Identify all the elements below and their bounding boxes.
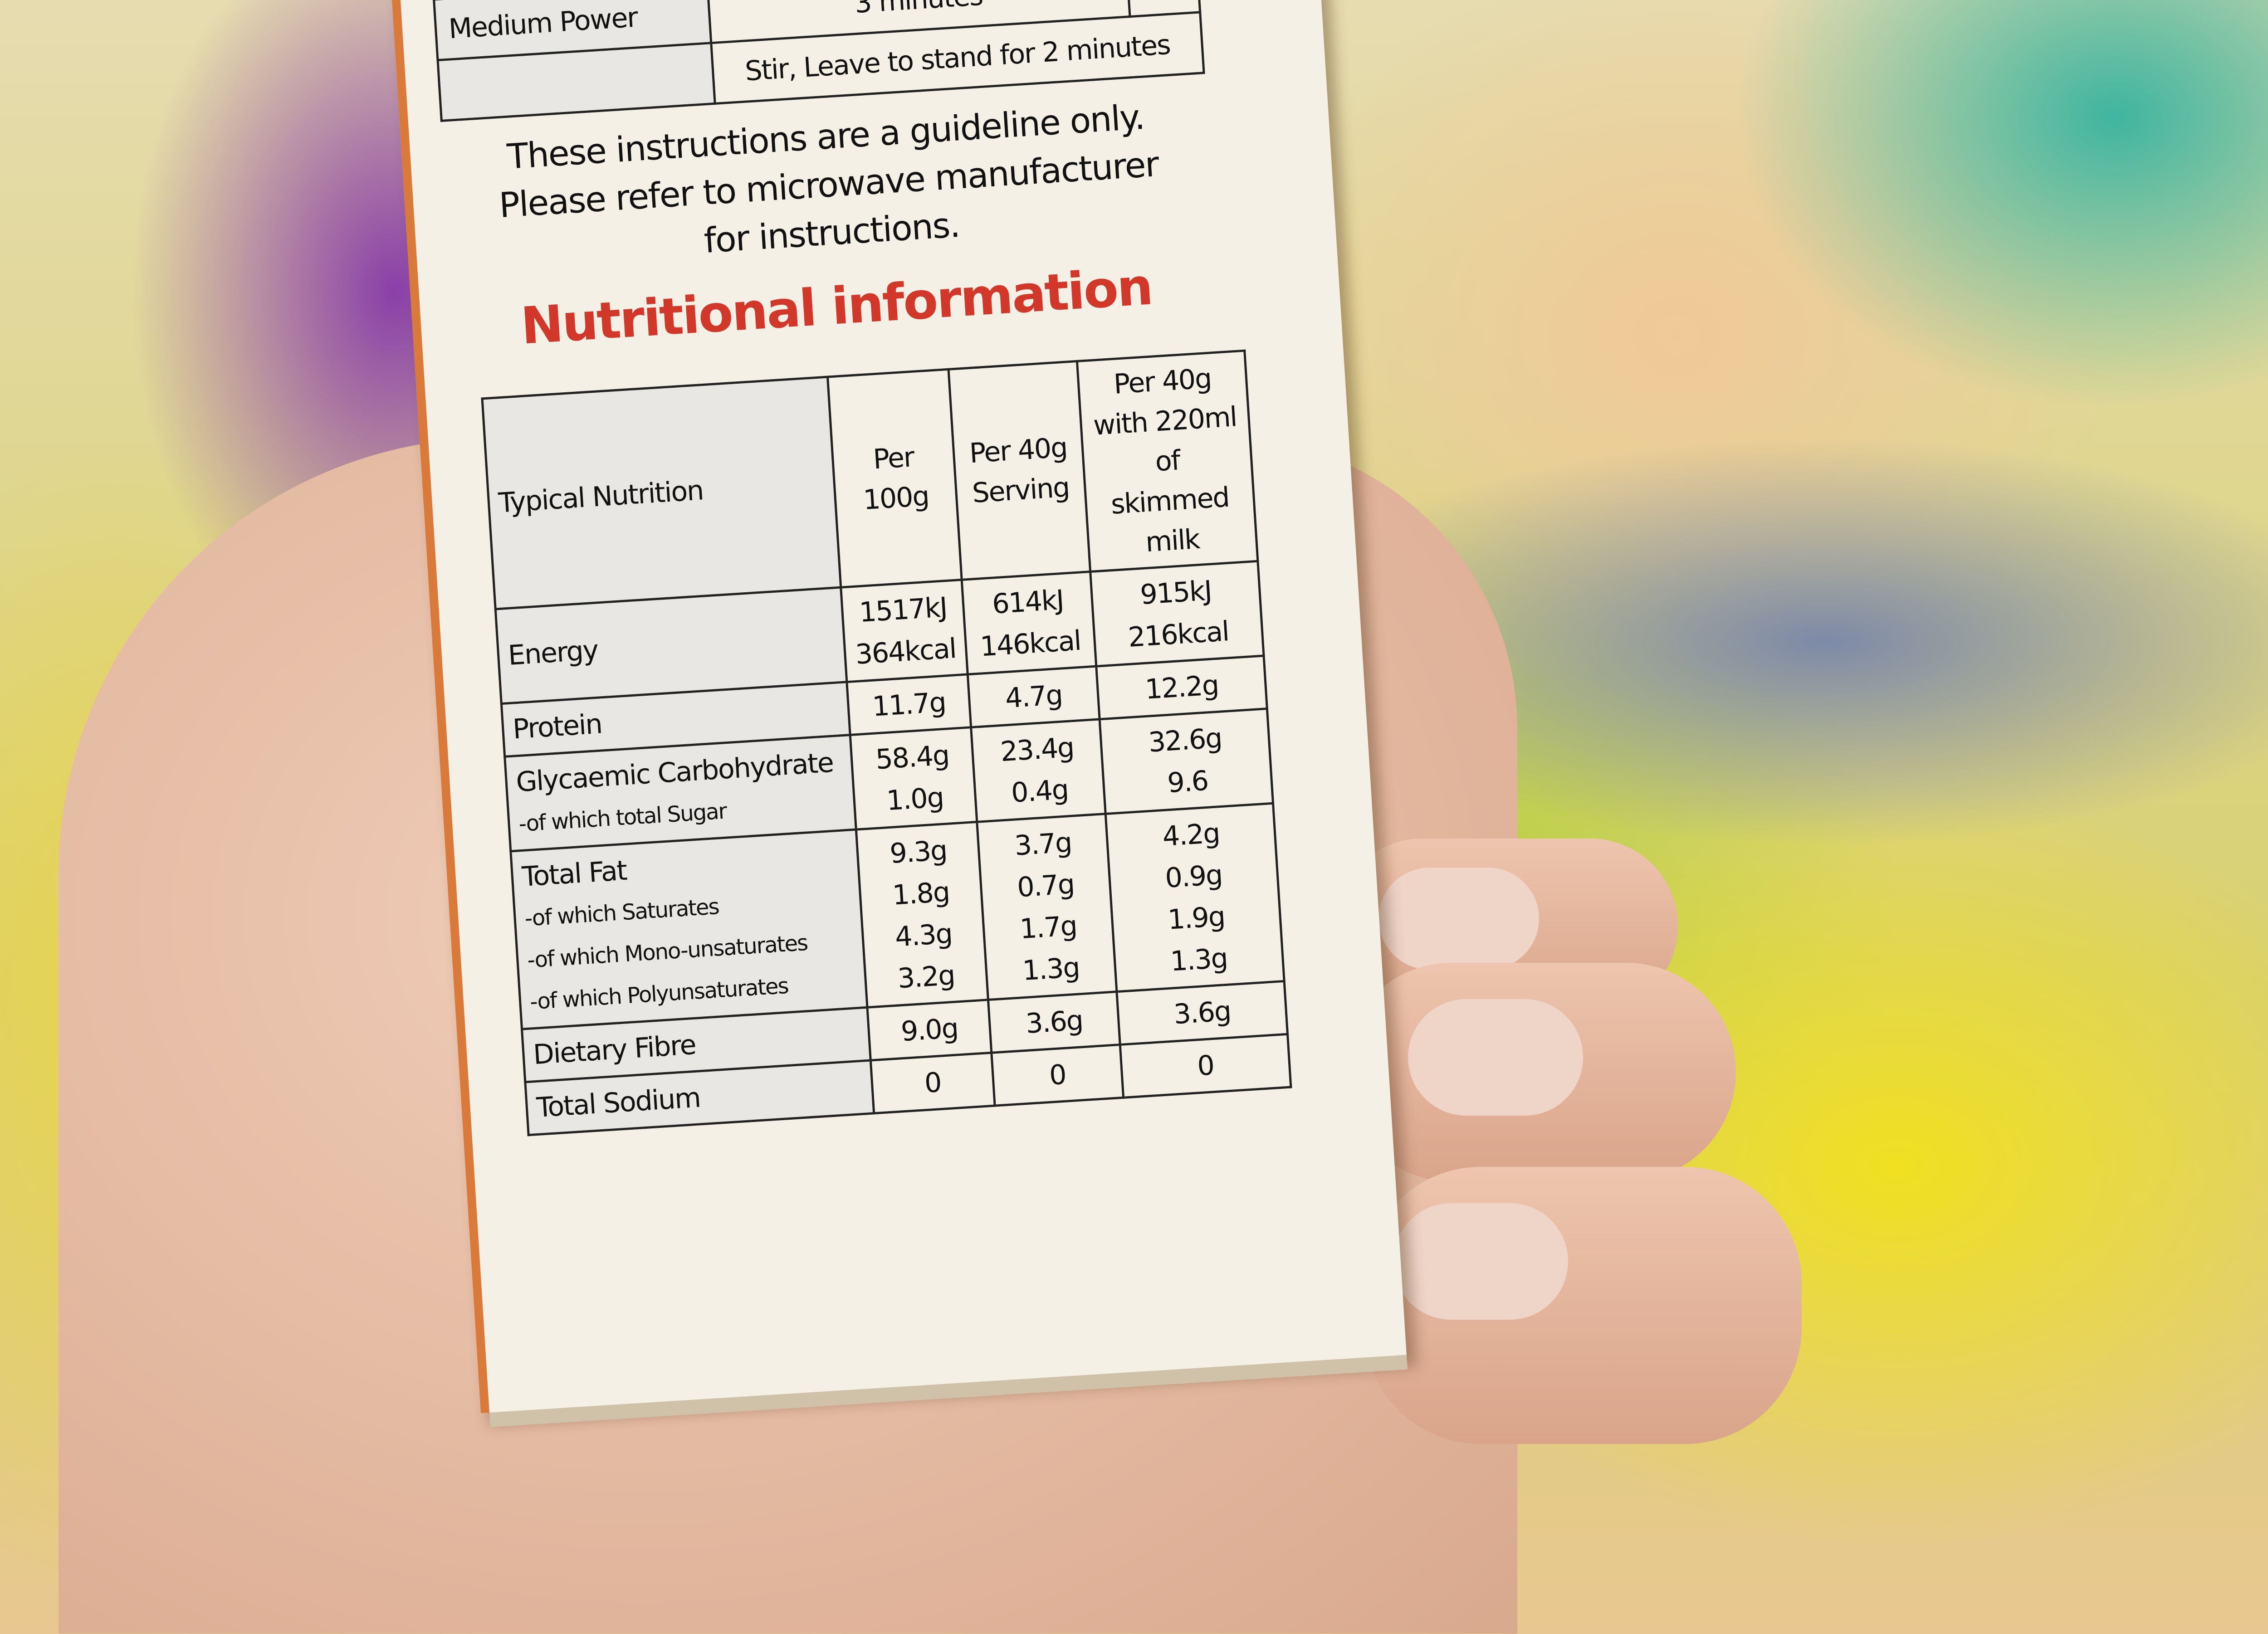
per100-cell-value: 9.0g bbox=[900, 1012, 959, 1048]
with-milk-cell: 0 bbox=[1120, 1034, 1291, 1098]
per100-cell-value: 1.0g bbox=[885, 781, 944, 817]
with-milk-cell-value: 1.3g bbox=[1169, 942, 1228, 978]
guideline-note: These instructions are a guideline only.… bbox=[438, 88, 1219, 281]
per40-cell-value: 0.7g bbox=[1016, 868, 1075, 904]
per40-cell-value: 0.4g bbox=[1010, 774, 1069, 809]
fingernail bbox=[1378, 868, 1539, 970]
per100-cell: 11.7g bbox=[846, 674, 971, 735]
fingernail bbox=[1408, 999, 1583, 1116]
per40-cell-value: 3.6g bbox=[1025, 1005, 1084, 1040]
per100-cell-value: 4.3g bbox=[894, 917, 953, 953]
per100-cell: 0 bbox=[870, 1053, 995, 1113]
per100-cell-value: 0 bbox=[924, 1066, 942, 1100]
with-milk-cell: 32.6g 9.6 bbox=[1100, 708, 1273, 814]
finger bbox=[1342, 963, 1736, 1181]
per40-cell-value: 23.4g bbox=[999, 732, 1075, 768]
per40-cell-value: 146kcal bbox=[979, 624, 1082, 663]
with-milk-cell-value: 0 bbox=[1196, 1049, 1215, 1083]
nutrition-table: Typical Nutrition Per 100g Per 40g Servi… bbox=[481, 350, 1292, 1136]
header-per40: Per 40g Serving bbox=[948, 361, 1090, 580]
per100-cell-value: 9.3g bbox=[889, 834, 948, 870]
with-milk-cell: 4.2g 0.9g 1.9g 1.3g bbox=[1105, 803, 1285, 992]
per40-cell: 614kJ 146kcal bbox=[962, 571, 1096, 674]
per40-cell-value: 4.7g bbox=[1004, 679, 1063, 715]
per40-cell-value: 614kJ bbox=[991, 584, 1065, 620]
with-milk-cell-value: 9.6 bbox=[1166, 765, 1209, 800]
per40-cell-value: 1.3g bbox=[1021, 951, 1080, 987]
with-milk-cell: 3.6g bbox=[1117, 981, 1288, 1045]
per40-cell: 4.7g bbox=[968, 666, 1100, 727]
with-milk-cell: 915kJ 216kcal bbox=[1090, 561, 1264, 667]
per40-cell-value: 3.7g bbox=[1013, 826, 1073, 862]
thumb bbox=[1364, 1167, 1802, 1444]
header-typical: Typical Nutrition bbox=[482, 377, 841, 610]
per40-cell-value: 1.7g bbox=[1019, 910, 1078, 946]
per100-cell-value: 364kcal bbox=[854, 633, 957, 671]
per100-cell: 58.4g 1.0g bbox=[850, 727, 978, 830]
nutrient-label-value: Energy bbox=[507, 634, 599, 672]
header-with-milk: Per 40g with 220ml of skimmed milk bbox=[1077, 351, 1258, 572]
per40-cell-value: 0 bbox=[1048, 1058, 1067, 1092]
per100-cell-value: 3.2g bbox=[896, 959, 956, 995]
per40-cell: 3.6g bbox=[988, 991, 1120, 1053]
per100-cell-value: 1517kJ bbox=[858, 591, 948, 629]
per100-cell-value: 58.4g bbox=[875, 739, 950, 776]
per40-cell: 0 bbox=[992, 1044, 1124, 1106]
nutrient-label: Total Fat -of which Saturates -of which Mo… bbox=[510, 829, 867, 1029]
with-milk-cell-value: 216kcal bbox=[1127, 615, 1230, 654]
per100-cell: 1517kJ 364kcal bbox=[841, 580, 968, 682]
cereal-box: Medium Power 3 minutes Stir, Leave to st… bbox=[390, 0, 1407, 1414]
per40-cell: 23.4g 0.4g bbox=[971, 719, 1106, 822]
per100-cell-value: 1.8g bbox=[891, 876, 950, 912]
per100-cell-value: 11.7g bbox=[871, 686, 947, 723]
with-milk-cell-value: 12.2g bbox=[1144, 669, 1220, 706]
per100-cell: 9.3g 1.8g 4.3g 3.2g bbox=[856, 822, 988, 1008]
per100-cell: 9.0g bbox=[867, 1000, 992, 1061]
with-milk-cell-value: 3.6g bbox=[1173, 995, 1232, 1031]
nutrition-body: Energy 1517kJ 364kcal 614kJ 146kcal 915kJ 216k… bbox=[495, 561, 1291, 1135]
header-per100: Per 100g bbox=[827, 369, 962, 588]
with-milk-cell: 12.2g bbox=[1096, 655, 1267, 719]
per40-cell: 3.7g 0.7g 1.7g 1.3g bbox=[977, 814, 1117, 1000]
thumbnail bbox=[1393, 1203, 1568, 1320]
